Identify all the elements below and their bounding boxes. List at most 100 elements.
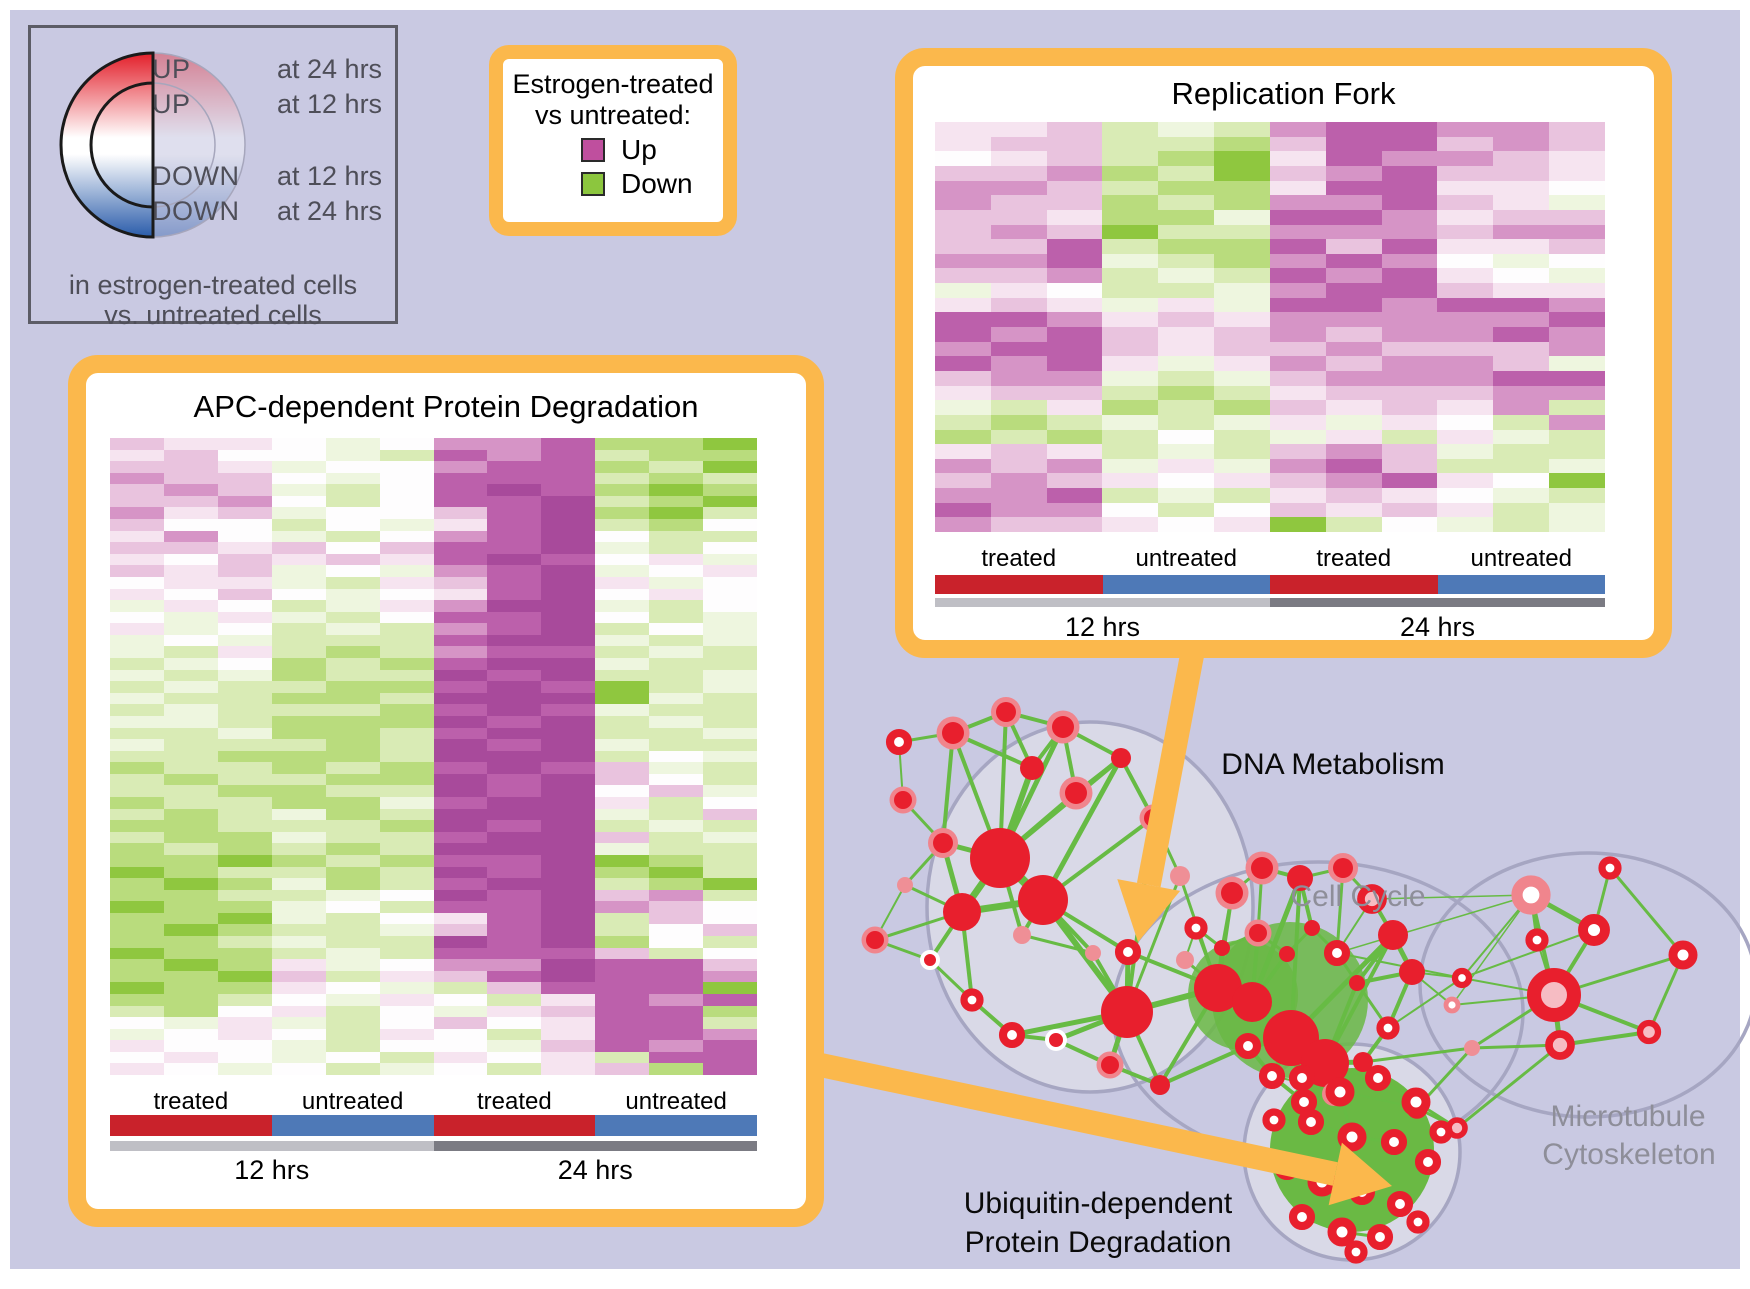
heatmap-cell: [1214, 488, 1270, 503]
network-edge: [1387, 977, 1463, 1029]
gene-node: [1176, 951, 1194, 969]
network-edge: [1004, 711, 1034, 769]
heatmap-cell: [1493, 400, 1550, 415]
heatmap-cell: [703, 889, 757, 902]
heatmap-cell: [271, 530, 326, 543]
heatmap-cell: [433, 576, 488, 589]
heatmap-cell: [595, 519, 650, 531]
heatmap-cell: [1325, 488, 1382, 503]
heatmap-cell: [217, 785, 272, 798]
heatmap-cell: [541, 970, 596, 983]
heatmap-cell: [541, 878, 596, 890]
heatmap-cell: [1102, 517, 1159, 532]
heatmap-cell: [1493, 283, 1550, 298]
heatmap-cell: [325, 565, 380, 577]
heatmap-cell: [595, 727, 650, 740]
heatmap-cell: [595, 530, 650, 543]
heatmap-cell: [1549, 385, 1605, 401]
heatmap-cell: [271, 982, 326, 994]
heatmap-cell: [271, 797, 326, 809]
heatmap-cell: [379, 704, 434, 716]
heatmap-cell: [935, 356, 991, 371]
heatmap-cell: [217, 947, 272, 960]
network-edge: [1041, 816, 1155, 902]
network-edge: [1415, 1100, 1458, 1130]
heatmap-cell: [325, 669, 380, 682]
heatmap-cell: [703, 797, 757, 809]
heatmap-cell: [649, 993, 704, 1006]
heatmap-cell: [110, 773, 164, 786]
heatmap-cell: [1493, 151, 1550, 166]
heatmap-cell: [595, 542, 650, 554]
heatmap-cell: [1269, 136, 1326, 152]
heatmap-cell: [1214, 458, 1270, 474]
heatmap-cell: [1214, 209, 1270, 225]
network-edge: [1415, 1046, 1474, 1110]
heatmap-cell: [433, 681, 488, 693]
heatmap-cell: [595, 623, 650, 635]
heatmap-cell: [703, 658, 757, 670]
heatmap-cell: [1493, 253, 1550, 269]
heatmap-cell: [1158, 180, 1215, 196]
legend-time-12: at 12 hrs: [277, 89, 383, 119]
gene-node-ring: [1273, 1153, 1301, 1181]
heatmap-cell: [541, 519, 596, 531]
heatmap-cell: [1158, 341, 1215, 357]
heatmap-cell: [541, 831, 596, 844]
heatmap-cell: [487, 878, 542, 890]
heatmap-cell: [1046, 209, 1103, 225]
heatmap-cell: [595, 773, 650, 786]
network-edge: [1559, 1030, 1650, 1047]
heatmap-cell: [595, 1040, 650, 1052]
heatmap-cell: [541, 472, 596, 485]
heatmap-cell: [217, 901, 272, 913]
heatmap-cell: [433, 797, 488, 809]
heatmap-cell: [595, 797, 650, 809]
heatmap-cell: [433, 588, 488, 601]
network-edge: [1341, 1230, 1381, 1239]
legend-dir-down-12: DOWN: [152, 161, 240, 191]
network-edge: [1257, 931, 1288, 956]
gene-node-ring: [1288, 1203, 1316, 1231]
network-edge: [959, 855, 1003, 915]
network-edge: [1299, 866, 1344, 880]
heatmap-cell: [379, 808, 434, 821]
heatmap-cell: [990, 488, 1047, 503]
heatmap-cell: [1549, 151, 1605, 166]
heatmap-cell: [433, 982, 488, 994]
heatmap-cell: [1214, 444, 1270, 459]
heatmap-cell: [1102, 268, 1159, 284]
gene-node: [1304, 920, 1320, 936]
dna-metabolism-region: [925, 720, 1255, 1094]
heatmap-cell: [990, 458, 1047, 474]
heatmap-cell: [1102, 502, 1159, 518]
heatmap-cell: [1214, 385, 1270, 401]
network-edge: [1159, 1044, 1249, 1087]
heatmap-cell: [1325, 253, 1382, 269]
gene-node: [943, 893, 981, 931]
heatmap-cell: [649, 959, 704, 971]
heatmap-cell: [1158, 385, 1215, 401]
heatmap-cell: [110, 495, 164, 508]
heatmap-cell: [1325, 297, 1382, 313]
gene-node: [1020, 756, 1044, 780]
heatmap-cell: [1158, 195, 1215, 210]
heatmap-cell: [1214, 180, 1270, 196]
heatmap-cell: [1493, 429, 1550, 445]
network-edge: [1332, 1060, 1365, 1096]
network-edge: [1011, 1009, 1128, 1038]
heatmap-cell: [1325, 122, 1382, 137]
network-edge: [1322, 1061, 1343, 1094]
network-edge: [1184, 958, 1219, 990]
heatmap-cell: [217, 912, 272, 925]
network-edge: [1231, 866, 1263, 895]
time-label: 24 hrs: [557, 1155, 633, 1185]
heatmap-cell: [1493, 356, 1550, 371]
heatmap-cell: [325, 692, 380, 705]
heatmap-cell: [217, 565, 272, 577]
heatmap-cell: [1102, 122, 1159, 137]
heatmap-cell: [1102, 414, 1159, 430]
heatmap-cell: [1437, 165, 1494, 181]
heatmap-cell: [990, 224, 1047, 240]
heatmap-cell: [541, 727, 596, 740]
